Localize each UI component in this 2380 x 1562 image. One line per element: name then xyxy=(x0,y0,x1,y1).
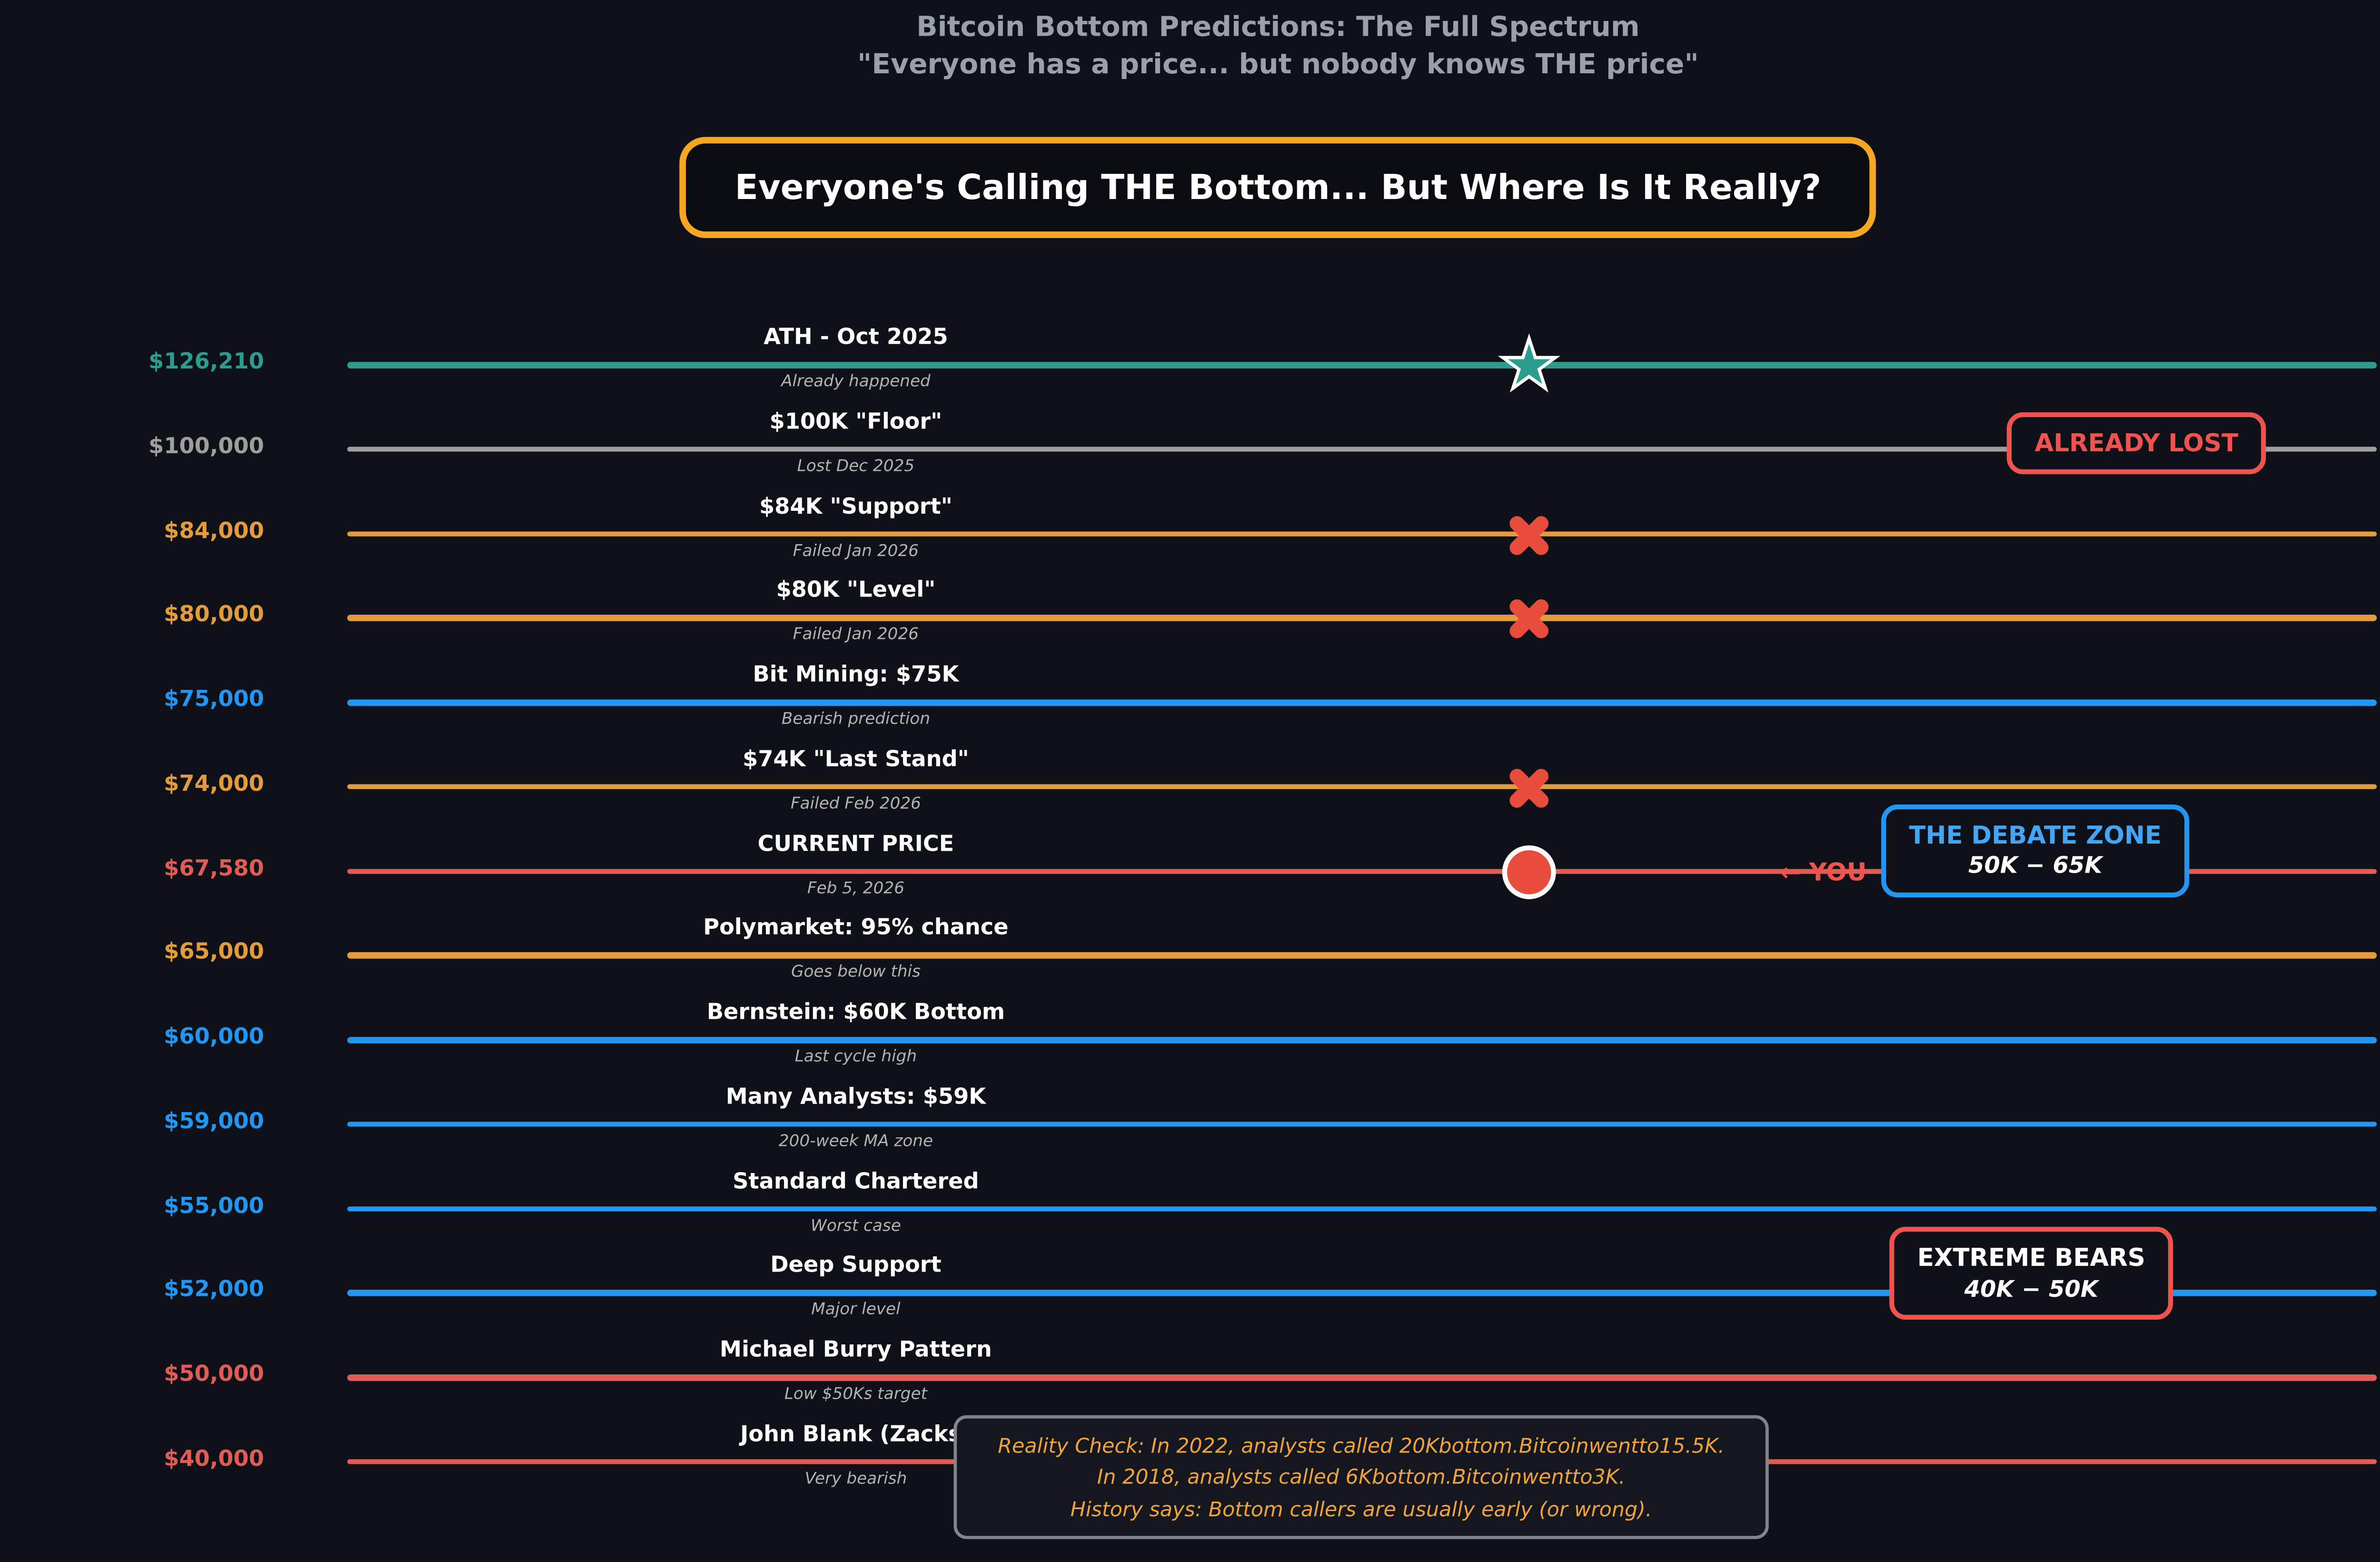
level-line xyxy=(347,1037,2377,1043)
x-marker xyxy=(1508,513,1550,555)
level-line xyxy=(347,868,2377,874)
reality-check-line: In 2018, analysts called 6Kbottom.Bitcoi… xyxy=(1097,1464,1626,1490)
price-label: $52,000 xyxy=(164,1277,264,1303)
level-sublabel: Lost Dec 2025 xyxy=(797,458,915,476)
level-line xyxy=(347,1121,2377,1127)
level-sublabel: Major level xyxy=(811,1301,901,1320)
debate-zone-badge-line: 50K − 65K xyxy=(1968,853,2102,879)
level-row: $65,000 Polymarket: 95% chance Goes below … xyxy=(0,914,2380,998)
level-sublabel: Already happened xyxy=(781,373,931,391)
x-marker xyxy=(1508,766,1550,808)
level-sublabel: Bearish prediction xyxy=(781,711,931,729)
level-row: $100,000 $100K "Floor" Lost Dec 2025 ALREAD… xyxy=(0,407,2380,492)
level-row: $80,000 $80K "Level" Failed Jan 2026 xyxy=(0,576,2380,661)
level-row: $60,000 Bernstein: $60K Bottom Last cycle … xyxy=(0,998,2380,1083)
page-subtitle: "Everyone has a price... but nobody know… xyxy=(857,49,1699,82)
level-sublabel: 200-week MA zone xyxy=(778,1133,933,1151)
level-line xyxy=(347,1374,2377,1381)
reality-check-line: History says: Bottom callers are usually… xyxy=(1070,1496,1652,1521)
level-sublabel: Failed Feb 2026 xyxy=(790,795,921,814)
extreme-bears-badge-line: EXTREME BEARS xyxy=(1917,1243,2145,1273)
level-label: $80K "Level" xyxy=(776,577,936,604)
level-line xyxy=(347,1205,2377,1212)
price-label: $100,000 xyxy=(149,433,264,459)
level-sublabel: Last cycle high xyxy=(794,1048,917,1066)
price-label: $59,000 xyxy=(164,1108,264,1134)
level-line xyxy=(347,615,2377,621)
price-label: $55,000 xyxy=(164,1193,264,1219)
price-label: $80,000 xyxy=(164,602,264,628)
level-label: $100K "Floor" xyxy=(769,408,942,435)
level-line xyxy=(347,699,2377,706)
x-marker xyxy=(1508,597,1550,639)
level-label: Standard Chartered xyxy=(733,1168,979,1194)
price-label: $74,000 xyxy=(164,771,264,797)
debate-zone-badge: THE DEBATE ZONE 50K − 65K xyxy=(1881,804,2190,897)
level-row: $52,000 Deep Support Major level EXTREME BE… xyxy=(0,1227,2380,1336)
level-label: Bit Mining: $75K xyxy=(753,662,959,688)
level-label: Polymarket: 95% chance xyxy=(703,915,1009,941)
level-sublabel: Very bearish xyxy=(804,1470,907,1488)
level-label: ATH - Oct 2025 xyxy=(764,324,948,351)
price-label: $50,000 xyxy=(164,1361,264,1388)
level-row: $75,000 Bit Mining: $75K Bearish predictio… xyxy=(0,660,2380,745)
level-row: $84,000 $84K "Support" Failed Jan 2026 xyxy=(0,492,2380,577)
price-label: $126,210 xyxy=(149,348,264,375)
price-label: $40,000 xyxy=(164,1445,264,1472)
level-label: $84K "Support" xyxy=(759,493,952,519)
page-title: Bitcoin Bottom Predictions: The Full Spe… xyxy=(916,11,1640,44)
level-label: Deep Support xyxy=(770,1253,942,1279)
level-row: $55,000 Standard Chartered Worst case xyxy=(0,1166,2380,1251)
extreme-bears-badge-line: 40K − 50K xyxy=(1964,1276,2099,1303)
level-row: $126,210 ATH - Oct 2025 Already happened ★ xyxy=(0,323,2380,408)
level-label: $74K "Last Stand" xyxy=(743,746,969,773)
level-row: $50,000 Michael Burry Pattern Low $50Ks ta… xyxy=(0,1335,2380,1420)
price-label: $60,000 xyxy=(164,1024,264,1050)
level-sublabel: Failed Jan 2026 xyxy=(793,626,919,645)
price-label: $84,000 xyxy=(164,517,264,544)
level-line xyxy=(347,362,2377,368)
reality-check-box: Reality Check: In 2022, analysts called … xyxy=(953,1415,1769,1540)
level-row: $59,000 Many Analysts: $59K 200-week MA zo… xyxy=(0,1082,2380,1167)
already-lost-badge-line: ALREADY LOST xyxy=(2034,428,2239,458)
level-sublabel: Feb 5, 2026 xyxy=(807,879,905,898)
level-line xyxy=(347,952,2377,958)
you-annotation: ← YOU xyxy=(1780,856,1867,886)
level-label: Michael Burry Pattern xyxy=(720,1337,992,1363)
level-line xyxy=(347,446,2377,452)
level-sublabel: Low $50Ks target xyxy=(784,1385,928,1404)
price-label: $65,000 xyxy=(164,939,264,966)
level-line xyxy=(347,784,2377,790)
star-marker: ★ xyxy=(1497,324,1561,405)
headline-banner-text: Everyone's Calling THE Bottom... But Whe… xyxy=(734,168,1822,207)
extreme-bears-badge: EXTREME BEARS 40K − 50K xyxy=(1889,1227,2173,1321)
level-line xyxy=(347,1290,2377,1296)
level-label: CURRENT PRICE xyxy=(757,830,954,857)
headline-banner: Everyone's Calling THE Bottom... But Whe… xyxy=(679,137,1877,239)
level-sublabel: Failed Jan 2026 xyxy=(793,542,919,560)
current-price-marker xyxy=(1502,844,1556,899)
level-label: Many Analysts: $59K xyxy=(725,1084,986,1110)
price-label: $67,580 xyxy=(164,855,264,882)
reality-check-line: Reality Check: In 2022, analysts called … xyxy=(998,1433,1725,1458)
price-label: $75,000 xyxy=(164,686,264,713)
level-row: $74,000 $74K "Last Stand" Failed Feb 2026 xyxy=(0,745,2380,829)
level-sublabel: Worst case xyxy=(811,1217,901,1235)
level-label: Bernstein: $60K Bottom xyxy=(706,999,1005,1026)
level-sublabel: Goes below this xyxy=(791,964,921,982)
level-row: $67,580 CURRENT PRICE Feb 5, 2026 ← YOU THE … xyxy=(0,804,2380,914)
level-line xyxy=(347,530,2377,537)
already-lost-badge: ALREADY LOST xyxy=(2007,412,2266,475)
debate-zone-badge-line: THE DEBATE ZONE xyxy=(1909,820,2162,850)
level-label: John Blank (Zacks) xyxy=(740,1421,972,1448)
